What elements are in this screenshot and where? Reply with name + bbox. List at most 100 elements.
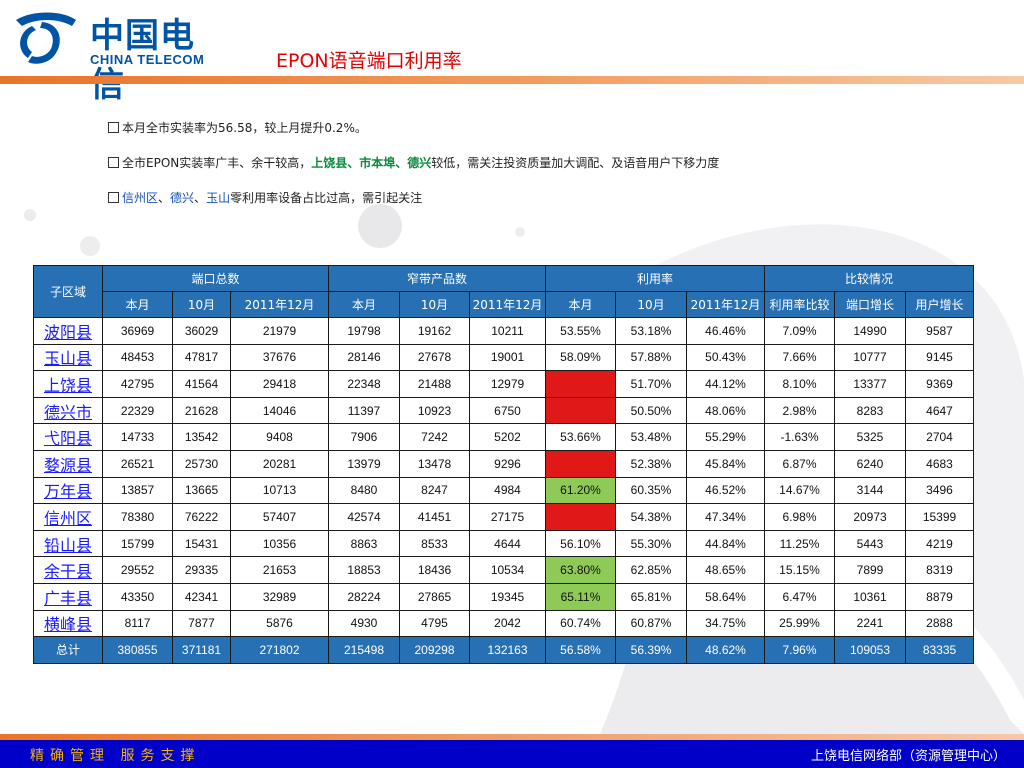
table-cell: 6.87% [764,449,835,478]
table-cell: 51.04% [545,396,616,425]
total-cell: 48.62% [686,636,765,664]
table-row: 弋阳县 14733 13542 9408 7906 7242 5202 53.66% 53.48… [33,423,974,451]
table-row: 波阳县 36969 36029 21979 19798 19162 10211 53.55% 5… [33,317,974,345]
table-cell: 22348 [328,370,400,398]
checkbox-square-icon [108,122,119,133]
district-link[interactable]: 德兴市 [33,396,103,425]
page-title: EPON语音端口利用率 [276,50,462,72]
table-cell: 57407 [230,503,329,531]
table-row: 德兴市 22329 21628 14046 11397 10923 6750 51.04% 50… [33,396,974,425]
bullet-text: 玉山 [206,191,231,205]
district-link[interactable]: 弋阳县 [33,423,103,451]
district-link[interactable]: 信州区 [33,503,103,531]
table-cell: 18853 [328,556,400,584]
table-cell: 4930 [328,609,400,638]
table-cell: 42795 [102,370,173,398]
table-cell: 15399 [905,503,974,531]
table-cell: 36969 [102,317,173,345]
table-cell: 58.64% [686,582,765,611]
table-cell: 5325 [834,423,906,451]
table-cell: 52.38% [615,449,687,478]
table-cell: 8480 [328,476,400,505]
checkbox-square-icon [108,192,119,203]
table-cell: -1.63% [764,423,835,451]
table-cell: 55.30% [615,529,687,558]
table-row: 横峰县 8117 7877 5876 4930 4795 2042 60.74% 60.87% 3… [33,609,974,638]
district-link[interactable]: 余干县 [33,556,103,584]
table-cell: 9408 [230,423,329,451]
footer-accent [0,734,1024,740]
district-link[interactable]: 横峰县 [33,609,103,638]
table-cell: 10777 [834,343,906,372]
header-subregion: 子区域 [33,265,103,318]
table-cell: 60.87% [615,609,687,638]
table-row: 铅山县 15799 15431 10356 8863 8533 4644 56.10% 55.3… [33,529,974,558]
district-link[interactable]: 婺源县 [33,449,103,478]
table-cell: 52.71% [545,449,616,478]
district-link[interactable]: 铅山县 [33,529,103,558]
table-cell: 6.47% [764,582,835,611]
table-cell: 51.70% [615,370,687,398]
table-cell: 7906 [328,423,400,451]
table-cell: 14733 [102,423,173,451]
table-cell: 9369 [905,370,974,398]
table-cell: 34.75% [686,609,765,638]
table-cell: 20973 [834,503,906,531]
district-link[interactable]: 广丰县 [33,582,103,611]
table-cell: 28224 [328,582,400,611]
table-cell: 41564 [172,370,231,398]
table-cell: 10923 [399,396,470,425]
bullet-text: 信州区 [122,191,159,205]
table-cell: 7242 [399,423,470,451]
district-link[interactable]: 万年县 [33,476,103,505]
table-cell: 13377 [834,370,906,398]
header-narrowband: 窄带产品数 [328,265,546,292]
table-cell: 61.20% [545,476,616,505]
table-cell: 53.55% [545,317,616,345]
table-cell: 4219 [905,529,974,558]
table-cell: 44.12% [686,370,765,398]
district-link[interactable]: 波阳县 [33,317,103,345]
table-cell: 11.25% [764,529,835,558]
table-cell: 18436 [399,556,470,584]
table-cell: 21653 [230,556,329,584]
total-cell: 83335 [905,636,974,664]
table-cell: 15.15% [764,556,835,584]
table-cell: 55.29% [686,423,765,451]
table-cell: 42341 [172,582,231,611]
table-cell: 14.67% [764,476,835,505]
bullet-text: 、 [194,191,207,205]
table-cell: 29335 [172,556,231,584]
table-row: 上饶县 42795 41564 29418 22348 21488 12979 52.22% 5… [33,370,974,398]
table-cell: 10361 [834,582,906,611]
column-header: 本月 [328,291,400,318]
table-cell: 19001 [469,343,546,372]
table-cell: 53.66% [545,423,616,451]
table-cell: 10211 [469,317,546,345]
table-cell: 8879 [905,582,974,611]
table-cell: 57.88% [615,343,687,372]
table-cell: 48453 [102,343,173,372]
table-cell: 10356 [230,529,329,558]
table-cell: 50.43% [686,343,765,372]
table-cell: 2704 [905,423,974,451]
table-cell: 8863 [328,529,400,558]
total-cell: 209298 [399,636,470,664]
bullet-item: 信州区、德兴、玉山零利用率设备占比过高，需引起关注 [108,190,719,206]
column-header: 10月 [399,291,470,318]
column-header: 本月 [102,291,173,318]
table-cell: 8117 [102,609,173,638]
table-cell: 14990 [834,317,906,345]
bullet-item: 全市EPON实装率广丰、余干较高，上饶县、市本埠、德兴较低，需关注投资质量加大调… [108,155,719,171]
table-cell: 54.32% [545,503,616,531]
table-cell: 4644 [469,529,546,558]
district-link[interactable]: 上饶县 [33,370,103,398]
table-cell: 8319 [905,556,974,584]
table-row: 玉山县 48453 47817 37676 28146 27678 19001 58.09% 5… [33,343,974,372]
table-cell: 13665 [172,476,231,505]
header-utilization: 利用率 [545,265,765,292]
district-link[interactable]: 玉山县 [33,343,103,372]
table-cell: 13542 [172,423,231,451]
total-cell: 56.39% [615,636,687,664]
table-cell: 9296 [469,449,546,478]
